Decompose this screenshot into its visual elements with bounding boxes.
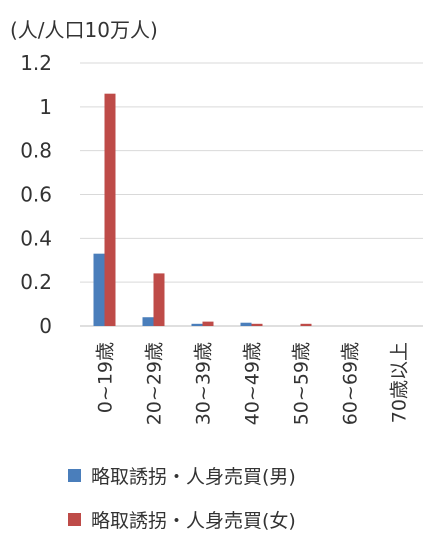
y-tick-label: 0.8 — [20, 139, 52, 163]
legend-item-male: 略取誘拐・人身売買(男) — [68, 462, 296, 489]
x-axis-ticks: 0~19歳 20~29歳 30~39歳 40~49歳 50~59歳 60~69歳 70歳以上 — [95, 342, 411, 425]
x-tick-label: 60~69歳 — [340, 342, 362, 425]
y-tick-label: 0 — [39, 314, 52, 338]
legend-label-male: 略取誘拐・人身売買(男) — [91, 466, 296, 488]
bar-female-2 — [202, 321, 214, 326]
bars — [93, 93, 312, 326]
bar-female-4 — [300, 323, 312, 326]
x-tick-label: 20~29歳 — [144, 342, 166, 425]
bar-male-3 — [240, 322, 252, 326]
legend-swatch-male — [68, 469, 81, 482]
legend-item-female: 略取誘拐・人身売買(女) — [68, 506, 296, 533]
y-tick-label: 0.2 — [20, 270, 52, 294]
bar-female-3 — [251, 323, 263, 326]
legend-swatch-female — [68, 513, 81, 526]
x-tick-label: 0~19歳 — [95, 342, 117, 413]
y-tick-label: 1.2 — [20, 51, 52, 75]
x-tick-label: 30~39歳 — [193, 342, 215, 425]
y-tick-label: 0.4 — [20, 226, 52, 250]
gridlines — [80, 62, 423, 327]
y-tick-label: 1 — [39, 95, 52, 119]
bar-male-0 — [93, 253, 105, 326]
x-tick-label: 70歳以上 — [389, 342, 411, 423]
x-tick-label: 50~59歳 — [291, 342, 313, 425]
bar-male-2 — [191, 323, 203, 326]
y-axis-ticks: 0 0.2 0.4 0.6 0.8 1 1.2 — [20, 51, 52, 338]
bar-male-1 — [142, 317, 154, 326]
y-tick-label: 0.6 — [20, 183, 52, 207]
x-tick-label: 40~49歳 — [242, 342, 264, 425]
unit-label: (人/人口10万人) — [10, 18, 158, 42]
bar-female-1 — [153, 273, 165, 326]
legend-label-female: 略取誘拐・人身売買(女) — [91, 510, 296, 532]
bar-female-0 — [104, 93, 116, 326]
